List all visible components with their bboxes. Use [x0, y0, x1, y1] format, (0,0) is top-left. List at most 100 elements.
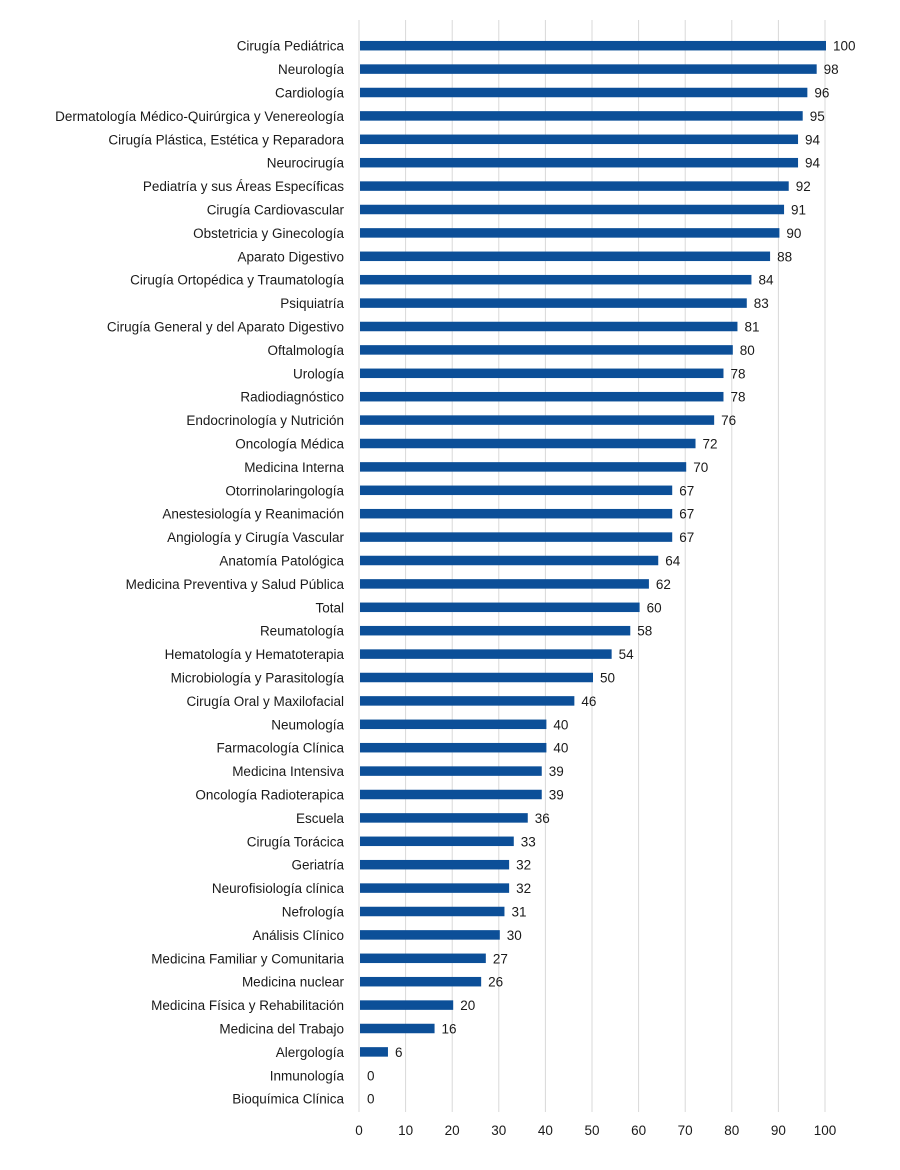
value-label: 50	[600, 671, 615, 686]
bar	[360, 906, 505, 917]
value-label: 91	[791, 203, 806, 218]
bar	[360, 508, 673, 519]
x-tick-label: 70	[678, 1123, 693, 1138]
value-label: 39	[549, 764, 564, 779]
category-label: Medicina Física y Rehabilitación	[151, 998, 344, 1013]
value-label: 98	[824, 62, 839, 77]
x-tick-label: 30	[491, 1123, 506, 1138]
x-tick-label: 80	[724, 1123, 739, 1138]
category-label: Radiodiagnóstico	[240, 390, 344, 405]
category-label: Medicina nuclear	[242, 975, 345, 990]
category-label: Total	[315, 600, 344, 615]
bar	[360, 87, 808, 98]
value-label: 20	[460, 998, 475, 1013]
bar	[360, 813, 528, 823]
bar	[360, 1000, 454, 1010]
category-label: Cirugía Pediátrica	[237, 39, 345, 54]
category-label: Cirugía General y del Aparato Digestivo	[107, 320, 344, 335]
value-label: 32	[516, 858, 531, 873]
value-label: 0	[367, 1068, 375, 1083]
category-label: Inmunología	[270, 1068, 345, 1083]
category-label: Medicina Intensiva	[232, 764, 344, 779]
x-tick-label: 90	[771, 1123, 786, 1138]
bar	[360, 415, 715, 425]
value-label: 33	[521, 834, 536, 849]
category-label: Obstetricia y Ginecología	[193, 226, 344, 241]
category-label: Reumatología	[260, 624, 345, 639]
category-label: Medicina Preventiva y Salud Pública	[126, 577, 345, 592]
value-label: 67	[679, 483, 694, 498]
category-label: Aparato Digestivo	[237, 249, 344, 264]
category-label: Cardiología	[275, 86, 345, 101]
value-label: 58	[637, 624, 652, 639]
bar	[360, 789, 542, 800]
category-label: Farmacología Clínica	[216, 741, 344, 756]
category-label: Urología	[293, 366, 345, 381]
value-label: 90	[786, 226, 801, 241]
value-label: 46	[581, 694, 596, 709]
value-label: 67	[679, 507, 694, 522]
category-label: Otorrinolaringología	[225, 483, 344, 498]
bar	[360, 883, 510, 893]
category-label: Escuela	[296, 811, 345, 826]
category-label: Cirugía Ortopédica y Traumatología	[130, 273, 344, 288]
category-label: Pediatría y sus Áreas Específicas	[143, 179, 344, 194]
value-label: 67	[679, 530, 694, 545]
category-label: Angiología y Cirugía Vascular	[167, 530, 344, 545]
category-label: Geriatría	[291, 858, 344, 873]
category-label: Psiquiatría	[280, 296, 344, 311]
value-label: 31	[511, 905, 526, 920]
bar	[360, 625, 631, 636]
bar	[360, 204, 785, 215]
bar	[360, 602, 640, 613]
category-label: Anestesiología y Reanimación	[162, 507, 344, 522]
value-label: 54	[619, 647, 635, 662]
category-label: Nefrología	[282, 905, 345, 920]
bar	[360, 485, 673, 496]
bar	[360, 696, 575, 706]
value-label: 81	[744, 320, 759, 335]
x-axis-ticks: 0 10 20 30 40 50 60 70 80 90 100	[355, 1123, 836, 1138]
bars	[360, 40, 826, 1057]
bar	[360, 953, 486, 964]
bar	[360, 228, 780, 238]
bar	[360, 1023, 435, 1034]
category-label: Alergología	[276, 1045, 345, 1060]
category-label: Oncología Radioterapica	[195, 788, 344, 803]
value-label: 6	[395, 1045, 403, 1060]
bar	[360, 742, 547, 753]
bar	[360, 859, 510, 870]
bar	[360, 930, 500, 940]
category-label: Cirugía Oral y Maxilofacial	[186, 694, 344, 709]
category-label: Cirugía Torácica	[247, 834, 345, 849]
value-label: 95	[810, 109, 825, 124]
value-label: 30	[507, 928, 522, 943]
value-label: 92	[796, 179, 811, 194]
bar	[360, 274, 752, 285]
category-label: Microbiología y Parasitología	[171, 671, 345, 686]
bar	[360, 321, 738, 332]
bar	[360, 836, 514, 847]
value-label: 70	[693, 460, 708, 475]
category-label: Oftalmología	[267, 343, 344, 358]
category-label: Neumología	[271, 717, 344, 732]
value-label: 94	[805, 132, 821, 147]
gridlines	[358, 20, 826, 1112]
value-label: 27	[493, 951, 508, 966]
value-label: 0	[367, 1092, 375, 1107]
value-label: 40	[553, 741, 568, 756]
value-label: 39	[549, 788, 564, 803]
category-label: Medicina del Trabajo	[219, 1022, 344, 1037]
value-label: 36	[535, 811, 550, 826]
bar	[360, 976, 482, 987]
x-tick-label: 100	[814, 1123, 837, 1138]
x-tick-label: 40	[538, 1123, 553, 1138]
value-label: 94	[805, 156, 821, 171]
value-label: 40	[553, 717, 568, 732]
bar	[360, 555, 659, 566]
bar	[360, 532, 673, 542]
value-label: 96	[814, 86, 829, 101]
bar	[360, 438, 696, 449]
value-label: 26	[488, 975, 503, 990]
